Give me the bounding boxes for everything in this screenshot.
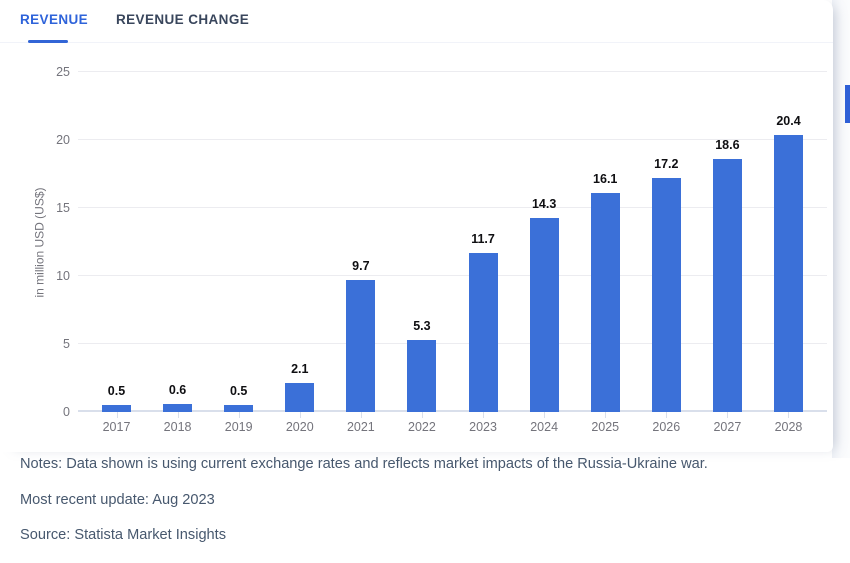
bar-value-label: 17.2 — [654, 157, 679, 172]
x-axis-label: 2025 — [591, 420, 620, 434]
x-axis-label: 2024 — [530, 420, 559, 434]
bar-value-label: 14.3 — [531, 196, 557, 211]
y-axis-tick-label: 15 — [56, 201, 70, 215]
active-tab-underline — [28, 40, 68, 43]
x-axis-tick — [421, 412, 423, 418]
gridline — [78, 139, 827, 140]
chart-footnotes: Notes: Data shown is using current excha… — [20, 456, 830, 563]
bar-2020[interactable] — [285, 383, 315, 412]
x-axis-tick — [605, 412, 607, 418]
y-axis-tick-label: 0 — [63, 405, 70, 419]
x-axis-tick — [788, 412, 790, 418]
gridline — [78, 207, 827, 208]
bar-2026[interactable] — [651, 178, 681, 412]
x-axis-label: 2019 — [224, 420, 253, 434]
y-axis-tick-label: 5 — [63, 337, 70, 351]
x-axis-label: 2021 — [346, 420, 375, 434]
notes-line: Notes: Data shown is using current excha… — [20, 456, 708, 472]
x-axis-tick — [360, 412, 362, 418]
y-axis-tick-label: 20 — [56, 133, 70, 147]
bar-value-label: 5.3 — [413, 318, 431, 333]
bar-value-label: 16.1 — [593, 172, 618, 187]
x-axis-tick — [544, 412, 546, 418]
bar-2025[interactable] — [590, 193, 620, 412]
bar-value-label: 11.7 — [471, 231, 495, 246]
chart-card: REVENUE REVENUE CHANGE in million USD (U… — [0, 0, 833, 434]
bar-value-label: 18.6 — [715, 138, 740, 153]
bar-2024[interactable] — [529, 217, 559, 412]
x-axis-tick — [299, 412, 301, 418]
x-axis-label: 2027 — [713, 420, 742, 434]
x-axis-tick — [727, 412, 729, 418]
bar-2023[interactable] — [468, 252, 498, 412]
tab-bar: REVENUE REVENUE CHANGE — [0, 0, 833, 43]
page-background-strip — [832, 0, 850, 458]
bar-value-label: 0.5 — [229, 384, 248, 399]
bar-2021[interactable] — [346, 280, 376, 412]
x-axis-tick — [483, 412, 485, 418]
bar-value-label: 0.6 — [168, 382, 187, 397]
x-axis-label: 2022 — [408, 420, 436, 434]
bar-2028[interactable] — [773, 134, 803, 412]
bar-2022[interactable] — [407, 339, 437, 412]
gridline — [78, 275, 827, 276]
source-line: Source: Statista Market Insights — [20, 527, 227, 543]
bar-2027[interactable] — [712, 159, 742, 412]
x-axis-label: 2018 — [163, 420, 192, 434]
bar-2019[interactable] — [224, 405, 254, 412]
tab-revenue-change[interactable]: REVENUE CHANGE — [116, 12, 250, 27]
bar-2017[interactable] — [102, 405, 131, 412]
x-axis-label: 2017 — [102, 420, 131, 434]
bar-value-label: 9.7 — [352, 259, 370, 274]
y-axis-title: in million USD (US$) — [32, 187, 47, 298]
scrollbar-thumb[interactable] — [845, 85, 850, 123]
tab-revenue[interactable]: REVENUE — [20, 12, 89, 27]
plot-area: 0.5 2017 0.6 2018 0.5 2019 2.1 2020 9.7 2021 5.3 20… — [78, 71, 827, 434]
y-axis-tick-label: 25 — [56, 65, 70, 79]
x-axis-tick — [666, 412, 668, 418]
bar-value-label: 0.5 — [107, 384, 126, 399]
y-axis-tick-label: 10 — [56, 269, 70, 283]
bar-value-label: 2.1 — [291, 362, 309, 377]
bar-value-label: 20.4 — [776, 113, 801, 128]
bar-2018[interactable] — [163, 403, 193, 412]
x-axis-tick — [177, 412, 179, 418]
x-axis-label: 2020 — [285, 420, 314, 434]
gridline — [78, 71, 827, 72]
x-axis-label: 2023 — [469, 420, 497, 434]
x-axis-tick — [116, 412, 118, 418]
update-line: Most recent update: Aug 2023 — [20, 491, 215, 508]
x-axis-label: 2026 — [652, 420, 681, 434]
x-axis-label: 2028 — [774, 420, 803, 434]
x-axis-tick — [238, 412, 240, 418]
gridline — [78, 343, 827, 344]
x-axis-baseline — [78, 410, 827, 412]
